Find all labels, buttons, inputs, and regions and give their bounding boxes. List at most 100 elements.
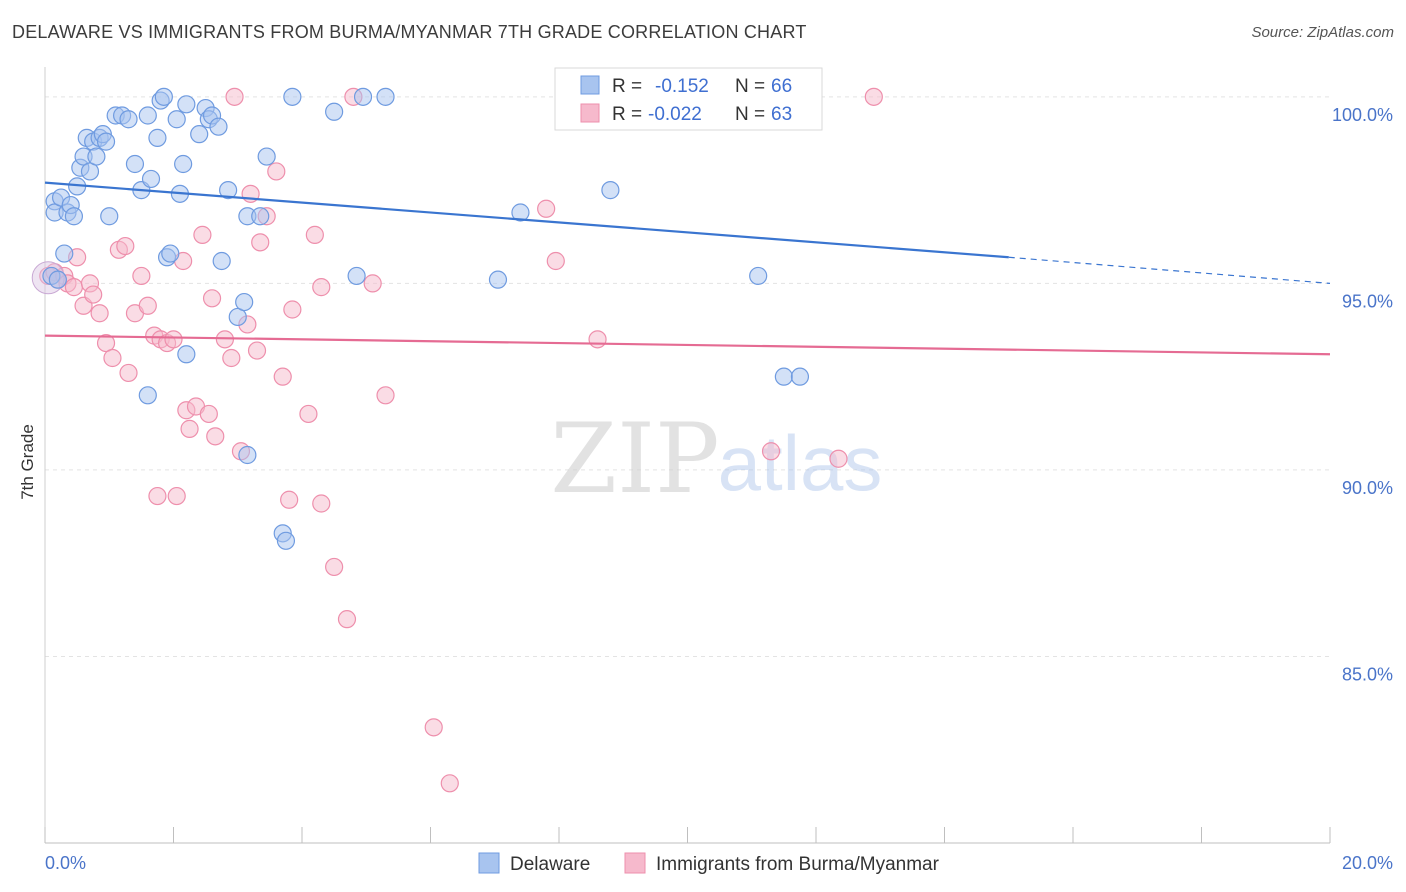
x-tick-labels: 0.0% 20.0% <box>45 853 1393 873</box>
delaware-point-25 <box>148 128 167 147</box>
delaware-point-31 <box>174 154 193 174</box>
source-label: Source: ZipAtlas.com <box>1251 24 1394 41</box>
delaware-point-44 <box>257 147 276 166</box>
burma-point-51 <box>337 610 357 629</box>
trend-lines <box>44 181 1331 356</box>
burma-point-56 <box>440 774 459 793</box>
bottom-legend-swatch-burma <box>624 852 646 874</box>
top-legend: R = -0.152 N = 66 R = -0.022 N = 63 <box>554 67 823 131</box>
burma-point-17 <box>132 266 151 286</box>
legend-r-label: R = <box>612 104 642 125</box>
y-tick-label-0: 85.0% <box>1342 664 1393 684</box>
burma-point-24 <box>167 486 186 506</box>
legend-r-label: R = <box>612 76 642 97</box>
delaware-point-3 <box>55 244 74 263</box>
delaware-point-56 <box>511 203 530 222</box>
burma-point-30 <box>199 404 218 424</box>
bottom-legend-delaware: Delaware <box>510 854 590 875</box>
burma-point-60 <box>761 442 781 461</box>
burma-point-54 <box>376 386 395 405</box>
burma-point-14 <box>116 236 135 256</box>
legend-n-value: 63 <box>771 104 792 125</box>
delaware-point-43 <box>251 207 270 226</box>
burma-point-46 <box>299 404 318 424</box>
delaware-point-6 <box>64 207 84 226</box>
delaware-point-20 <box>119 110 138 129</box>
bottom-legend-swatch-delaware <box>478 852 500 874</box>
delaware-point-32 <box>177 95 196 114</box>
delaware-point-13 <box>87 147 106 166</box>
watermark: ZIP atlas <box>550 403 882 515</box>
burma-point-43 <box>273 367 292 386</box>
burma-point-18 <box>138 296 157 315</box>
burma-point-47 <box>305 225 324 244</box>
burma-point-45 <box>283 300 302 319</box>
delaware-point-55 <box>488 270 508 289</box>
delaware-point-57 <box>601 181 620 200</box>
delaware-point-59 <box>749 266 768 286</box>
delaware-point-16 <box>96 132 116 151</box>
burma-point-50 <box>325 557 344 577</box>
bottom-legend-burma: Immigrants from Burma/Myanmar <box>656 854 940 875</box>
delaware-point-39 <box>219 181 238 200</box>
burma-point-57 <box>537 199 556 218</box>
y-axis-title: 7th Grade <box>18 424 37 500</box>
legend-n-label: N = <box>735 104 765 125</box>
burma-point-29 <box>193 225 212 244</box>
delaware-point-37 <box>209 117 228 136</box>
burma-point-61 <box>829 449 848 468</box>
burma-point-55 <box>424 718 443 737</box>
delaware-point-46 <box>138 386 157 405</box>
chart-title: DELAWARE VS IMMIGRANTS FROM BURMA/MYANMA… <box>12 22 807 42</box>
burma-point-27 <box>180 419 199 438</box>
delaware-point-50 <box>283 87 302 106</box>
legend-swatch-delaware <box>580 75 600 95</box>
delaware-point-33 <box>190 125 209 144</box>
x-tick-label-1: 20.0% <box>1342 853 1393 873</box>
burma-point-12 <box>103 348 122 368</box>
delaware-point-45 <box>177 345 196 364</box>
delaware-point-17 <box>100 207 119 226</box>
delaware-point-49 <box>276 531 296 550</box>
delaware-point-47 <box>238 445 257 465</box>
delaware-point-27 <box>154 87 173 106</box>
delaware-point-38 <box>212 251 231 271</box>
legend-r-value: -0.152 <box>655 76 709 97</box>
legend-swatch-burma <box>580 103 600 123</box>
burma-point-39 <box>247 341 267 360</box>
legend-n-value: 66 <box>771 76 792 97</box>
delaware-trend-line <box>44 181 1009 259</box>
burma-trend-line <box>44 334 1331 356</box>
series-delaware-points <box>42 87 810 550</box>
delaware-point-64 <box>48 270 67 289</box>
delaware-point-52 <box>347 266 366 286</box>
legend-r-value: -0.022 <box>648 104 702 125</box>
y-tick-label-1: 90.0% <box>1342 478 1393 498</box>
delaware-point-62 <box>790 367 810 386</box>
burma-point-23 <box>164 330 183 349</box>
delaware-point-54 <box>376 87 395 106</box>
legend-n-label: N = <box>735 76 765 97</box>
burma-point-44 <box>280 490 299 509</box>
delaware-point-51 <box>325 102 344 121</box>
delaware-point-29 <box>167 110 186 129</box>
delaware-point-41 <box>235 292 254 312</box>
burma-point-15 <box>119 363 138 383</box>
delaware-point-23 <box>138 106 157 125</box>
delaware-point-53 <box>353 87 373 106</box>
watermark-zip: ZIP <box>550 403 719 515</box>
bottom-legend: Delaware Immigrants from Burma/Myanmar <box>478 852 940 875</box>
burma-point-32 <box>206 427 225 446</box>
watermark-atlas: atlas <box>718 419 883 507</box>
burma-point-48 <box>312 278 331 297</box>
burma-point-20 <box>148 486 167 506</box>
burma-point-42 <box>267 162 286 181</box>
burma-point-31 <box>202 289 222 308</box>
burma-point-59 <box>588 330 607 349</box>
y-tick-labels: 85.0% 90.0% 95.0% 100.0% <box>1332 105 1393 685</box>
burma-point-49 <box>312 494 331 513</box>
x-tick-label-0: 0.0% <box>45 853 86 873</box>
gridlines <box>45 96 1330 657</box>
burma-point-9 <box>84 285 103 304</box>
